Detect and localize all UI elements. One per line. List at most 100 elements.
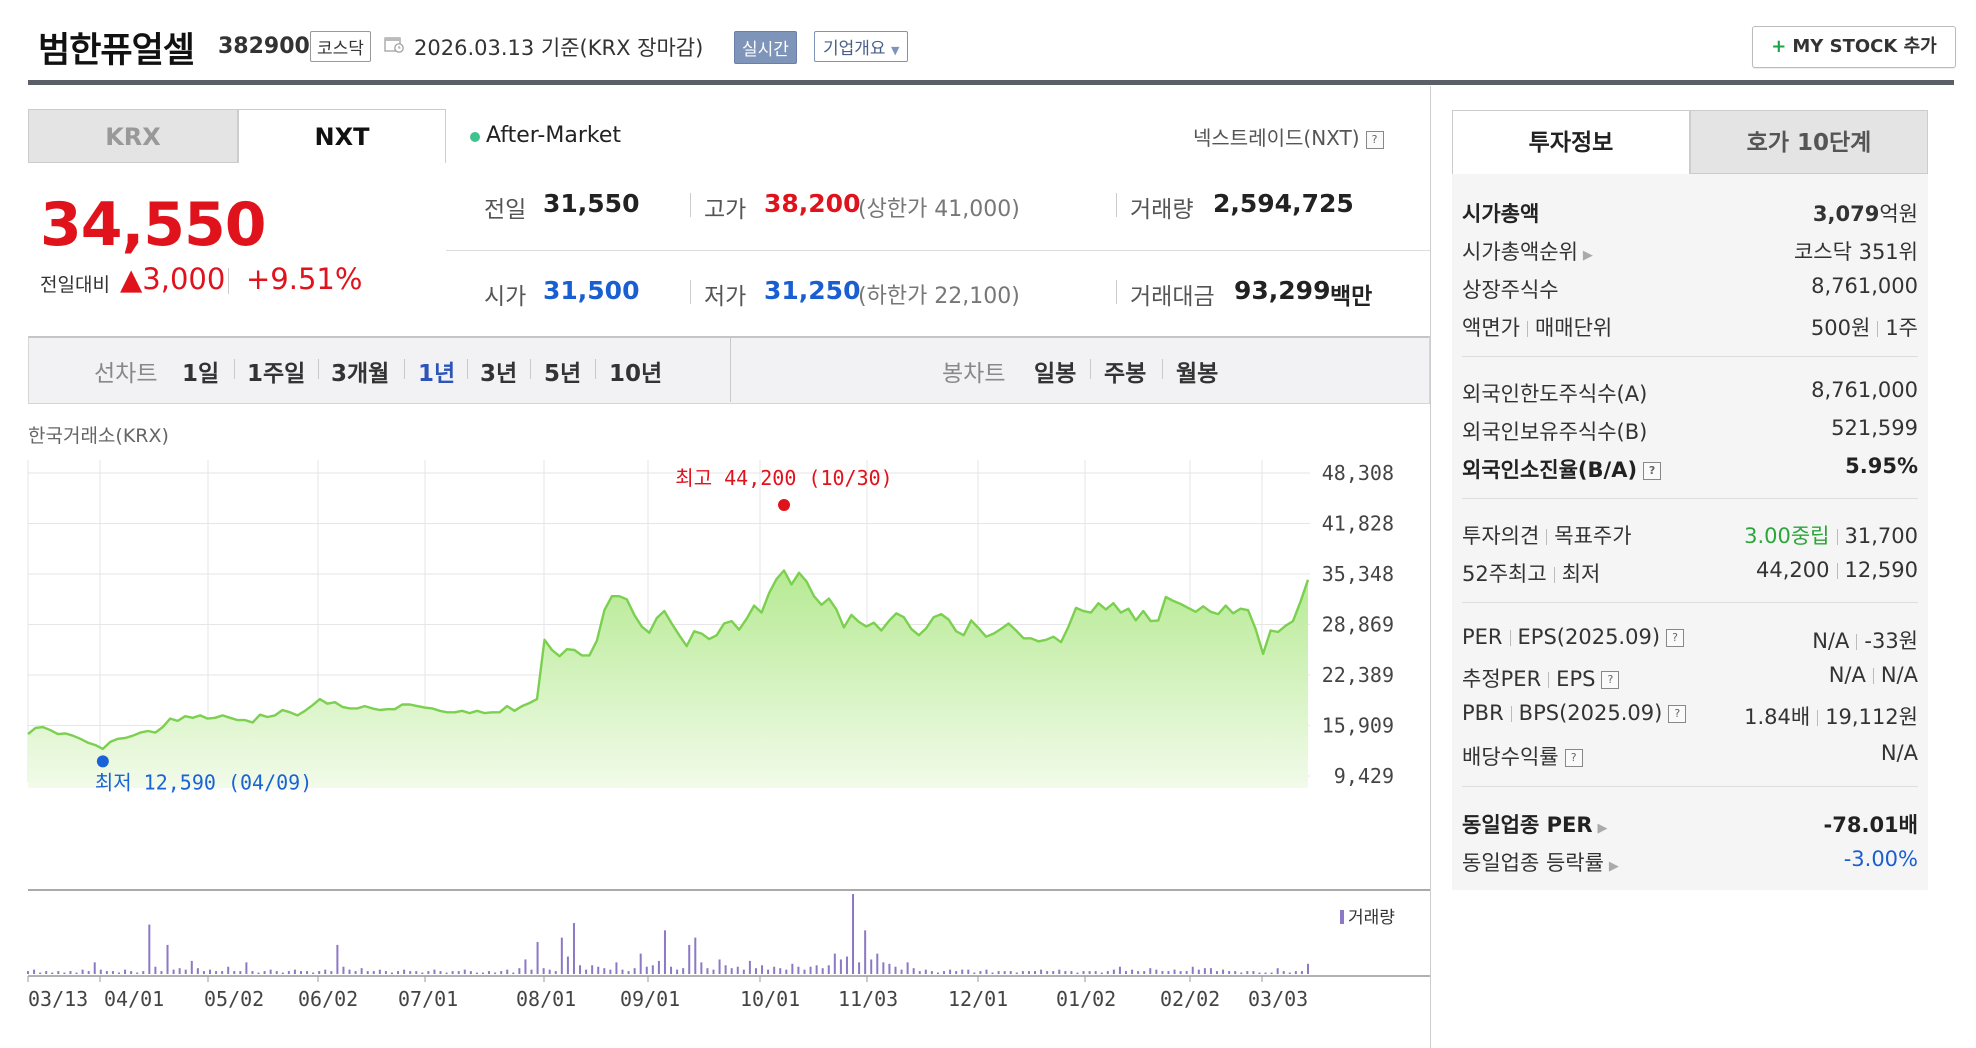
min-annotation: 최저 12,590 (04/09) [95,770,312,794]
help-icon[interactable]: ? [1365,130,1384,149]
candle-daily-button[interactable]: 일봉 [1034,361,1077,387]
volume-bar [676,969,679,974]
volume-bar [936,972,939,974]
foreign-limit-label: 외국인한도주식수(A) [1462,382,1648,406]
low-value: 31,250 [764,276,861,305]
sector-change-link[interactable]: 동일업종 등락률 ▶ [1462,847,1619,877]
w52-labels: 52주최고 최저 [1462,558,1600,588]
help-icon[interactable]: ? [1668,705,1687,723]
help-icon[interactable]: ? [1601,671,1620,689]
volume-bar [900,969,903,974]
tab-order-book[interactable]: 호가 10단계 [1690,110,1928,174]
volume-bar [196,968,199,974]
period-3y-button[interactable]: 3년 [480,361,518,387]
candle-monthly-button[interactable]: 월봉 [1176,361,1219,387]
market-cap-label: 시가총액 [1462,202,1540,226]
help-icon[interactable]: ? [1643,462,1662,480]
volume-bar [924,969,927,974]
volume-bar [1216,971,1219,974]
y-tick-label: 28,869 [1322,613,1394,637]
volume-bar [1222,969,1225,974]
volume-bar [312,972,315,974]
separator [1548,672,1550,688]
volume-bar [912,968,915,974]
volume-bar [154,966,157,974]
volume-bar [1197,969,1200,974]
volume-bar [1288,972,1291,974]
volume-bar [457,971,460,974]
separator [1162,359,1163,379]
plus-icon: + [1771,36,1787,57]
volume-bar [372,971,375,974]
volume-bar [1149,968,1152,974]
x-tick-label: 01/02 [1056,987,1116,1011]
volume-bar [117,972,120,974]
prev-close-value: 31,550 [543,189,640,218]
volume-bar [475,972,478,974]
separator [1526,321,1528,337]
y-tick-label: 15,909 [1322,714,1394,738]
info-row-per: PER EPS(2025.09)? N/A -33원 [1462,625,1918,655]
listed-shares-value: 8,761,000 [1811,274,1918,298]
tab-nxt[interactable]: NXT [238,109,446,163]
face-value-label: 액면가 [1462,316,1520,340]
sector-per-link[interactable]: 동일업종 PER ▶ [1462,809,1608,839]
period-1y-button[interactable]: 1년 [418,361,456,387]
my-stock-add-button[interactable]: + MY STOCK 추가 [1752,26,1956,68]
volume-bar [597,966,600,974]
volume-bar [390,972,393,974]
volume-bar [1167,971,1170,974]
candle-weekly-button[interactable]: 주봉 [1104,361,1147,387]
volume-bar [651,965,654,974]
x-tick-label: 12/01 [948,987,1008,1011]
volume-bar [1264,972,1267,974]
foreign-ratio-label-wrap: 외국인소진율(B/A)? [1462,454,1662,484]
high-value: 38,200 [764,189,861,218]
info-divider [1462,786,1918,787]
company-overview-dropdown[interactable]: 기업개요 ▼ [814,31,909,62]
x-tick-label: 11/03 [838,987,898,1011]
volume-bar [585,969,588,974]
volume-bars [27,894,1309,974]
volume-bar [548,969,551,974]
w52-low-value: 12,590 [1844,558,1918,582]
volume-bar [858,962,861,974]
period-10y-button[interactable]: 10년 [609,361,663,387]
volume-bar [397,971,400,974]
tab-invest-info[interactable]: 투자정보 [1452,110,1690,174]
volume-bar [1015,972,1018,974]
volume-bar [633,968,636,974]
separator [318,359,319,379]
volume-bar [1228,971,1231,974]
help-icon[interactable]: ? [1564,749,1583,767]
period-1w-button[interactable]: 1주일 [247,361,306,387]
volume-bar [1003,971,1006,974]
tab-krx[interactable]: KRX [28,109,238,163]
nxt-help-link[interactable]: 넥스트레이드(NXT)? [1193,122,1384,151]
volume-bar [57,971,60,974]
period-5y-button[interactable]: 5년 [544,361,582,387]
period-1d-button[interactable]: 1일 [182,361,220,387]
separator [1877,321,1879,337]
volume-bar [821,968,824,974]
info-row-face-value: 액면가 매매단위 500원 1주 [1462,312,1918,342]
market-cap-rank-link[interactable]: 시가총액순위 ▶ [1462,236,1593,266]
volume-bar [130,971,133,974]
volume-bar [1161,971,1164,974]
volume-bar [239,971,242,974]
x-tick-label: 06/02 [298,987,358,1011]
pbr-label: PBR [1462,701,1504,725]
arrow-right-icon: ▶ [1608,859,1619,874]
volume-bar [718,959,721,974]
volume-bar [1064,971,1067,974]
period-3m-button[interactable]: 3개월 [331,361,390,387]
volume-bar [530,969,533,974]
pbr-value: 1.84배 [1744,705,1811,729]
x-axis: 03/13 04/01 05/02 06/02 07/01 08/01 09/01 10/01… [27,976,1308,1011]
volume-bar [208,969,211,974]
volume-bar [694,937,697,974]
separator [1116,280,1117,304]
realtime-button[interactable]: 실시간 [734,31,797,64]
help-icon[interactable]: ? [1666,629,1685,647]
quote-date: 2026.03.13 기준(KRX 장마감) [414,36,704,60]
